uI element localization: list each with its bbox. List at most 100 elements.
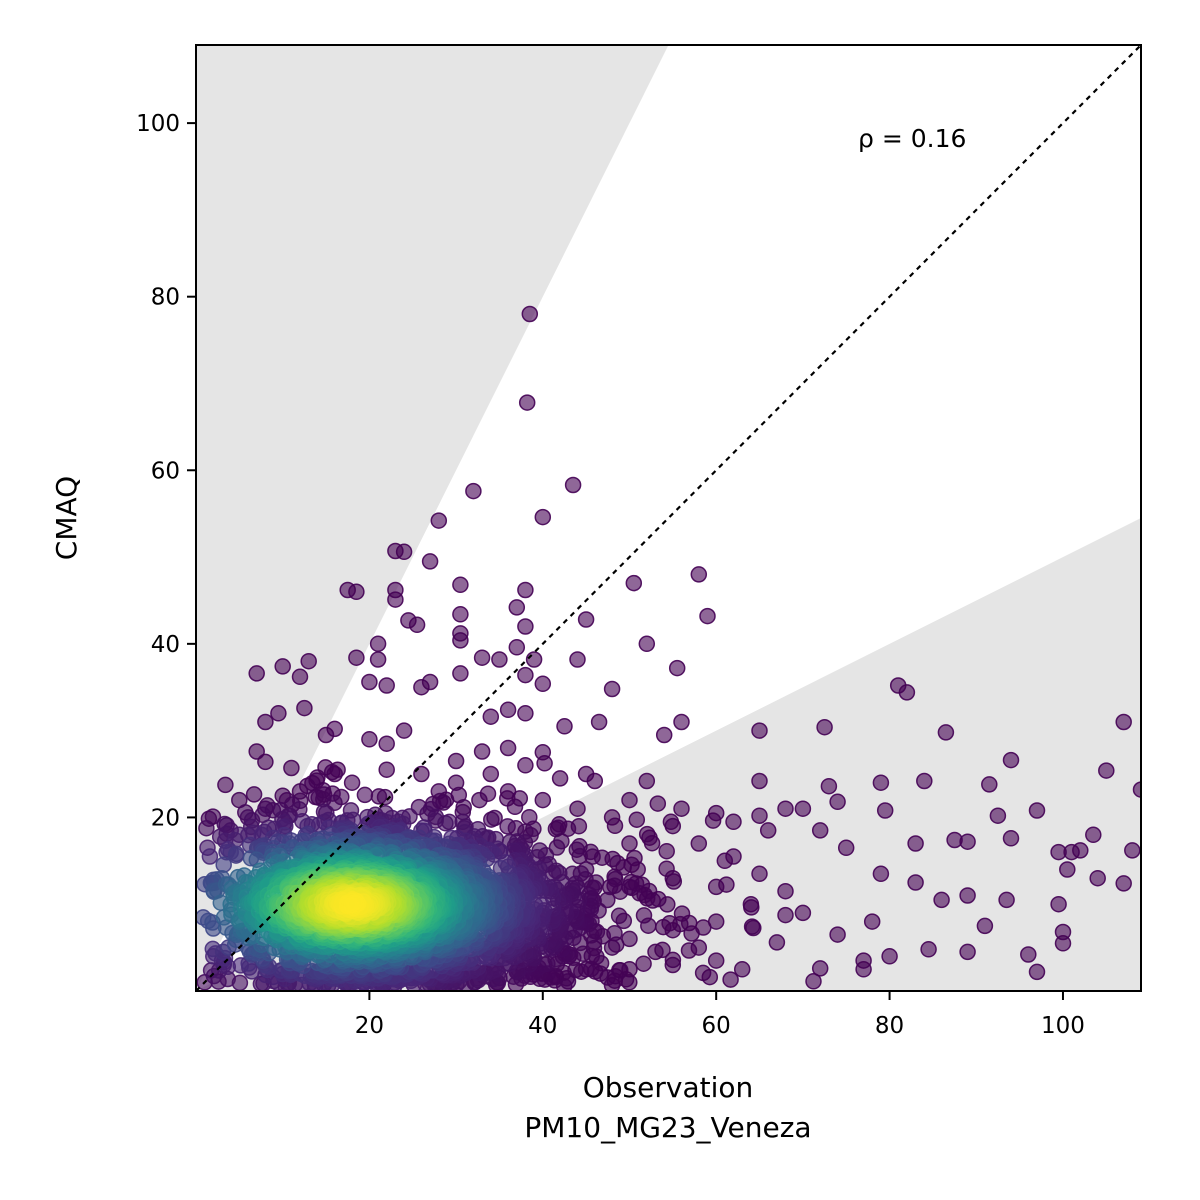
data-point xyxy=(1002,830,1020,847)
data-point xyxy=(751,807,768,824)
data-point xyxy=(704,812,722,829)
data-point xyxy=(1115,713,1132,731)
data-point xyxy=(536,755,553,772)
data-point xyxy=(673,800,690,817)
data-point xyxy=(658,860,675,877)
data-point xyxy=(658,842,675,860)
data-point xyxy=(387,591,404,608)
data-point xyxy=(378,677,395,694)
data-point xyxy=(473,743,491,760)
y-tick-label: 20 xyxy=(151,805,180,831)
y-tick-label: 60 xyxy=(151,458,180,484)
data-point xyxy=(628,811,646,828)
data-point xyxy=(590,713,608,731)
data-point xyxy=(907,874,924,891)
data-point xyxy=(625,574,643,592)
data-point xyxy=(430,512,448,529)
data-point xyxy=(881,948,898,965)
data-point xyxy=(855,952,872,969)
y-axis-ticks: 20 40 60 80 100 xyxy=(136,111,196,831)
data-point xyxy=(777,882,794,900)
data-point xyxy=(274,658,291,675)
x-tick-label: 60 xyxy=(702,1013,731,1039)
data-point xyxy=(959,887,976,904)
data-point xyxy=(981,776,998,793)
data-point xyxy=(361,673,378,691)
data-point xyxy=(569,651,586,668)
data-point xyxy=(248,743,265,760)
data-point xyxy=(257,713,274,731)
data-point xyxy=(378,735,395,752)
data-point xyxy=(482,708,500,725)
data-point xyxy=(356,786,374,804)
data-point xyxy=(499,818,516,835)
data-point xyxy=(647,943,664,961)
data-point xyxy=(376,788,394,806)
data-point xyxy=(998,891,1015,909)
x-axis-ticks: 20 40 60 80 100 xyxy=(355,991,1085,1039)
data-point xyxy=(518,394,536,411)
data-point xyxy=(452,606,469,623)
data-point xyxy=(743,918,761,935)
y-tick-label: 80 xyxy=(151,285,180,311)
data-point xyxy=(794,904,812,922)
data-point xyxy=(548,839,566,856)
data-point xyxy=(491,651,508,668)
data-point xyxy=(1124,842,1141,859)
data-point xyxy=(348,649,365,666)
data-point xyxy=(343,774,361,791)
data-point xyxy=(291,668,309,686)
data-point xyxy=(699,607,716,625)
data-point xyxy=(610,907,628,925)
data-point xyxy=(722,971,739,988)
data-point xyxy=(452,576,469,594)
data-point xyxy=(829,793,846,811)
data-point xyxy=(751,865,768,883)
data-point xyxy=(621,835,638,852)
x-tick-label: 100 xyxy=(1041,1013,1085,1039)
data-point xyxy=(668,659,686,677)
data-point xyxy=(517,581,534,599)
data-point xyxy=(395,722,413,739)
data-point xyxy=(408,616,426,634)
data-point xyxy=(872,865,890,883)
data-point xyxy=(296,699,313,717)
data-point xyxy=(1098,762,1115,779)
data-point xyxy=(635,907,653,924)
data-point xyxy=(437,814,454,832)
data-point xyxy=(603,680,621,698)
data-point xyxy=(664,951,682,969)
data-point xyxy=(1115,875,1132,892)
identity-line-layer xyxy=(196,45,1141,991)
data-point xyxy=(517,757,534,774)
data-point xyxy=(707,878,725,896)
data-point xyxy=(534,508,552,526)
x-axis-label: Observation xyxy=(583,1071,754,1104)
data-point xyxy=(621,791,638,809)
data-point xyxy=(768,934,786,951)
data-point xyxy=(283,759,300,777)
data-point xyxy=(201,848,219,865)
data-point xyxy=(916,772,933,790)
data-point xyxy=(805,973,822,990)
data-point xyxy=(508,599,526,616)
data-point xyxy=(564,476,582,494)
x-axis-sublabel: PM10_MG23_Veneza xyxy=(524,1111,811,1144)
data-point xyxy=(556,718,573,735)
data-point xyxy=(300,652,317,670)
data-point xyxy=(907,835,924,852)
data-point xyxy=(794,800,812,817)
data-point xyxy=(751,722,768,739)
data-point xyxy=(452,665,469,682)
data-point xyxy=(471,791,488,809)
y-tick-label: 40 xyxy=(151,632,180,658)
data-point xyxy=(508,639,526,656)
data-point xyxy=(506,798,524,816)
data-point xyxy=(976,917,994,935)
x-tick-label: 40 xyxy=(528,1013,557,1039)
data-point xyxy=(452,632,469,649)
data-point xyxy=(1059,861,1076,878)
data-point xyxy=(270,705,287,722)
data-point xyxy=(811,822,829,839)
